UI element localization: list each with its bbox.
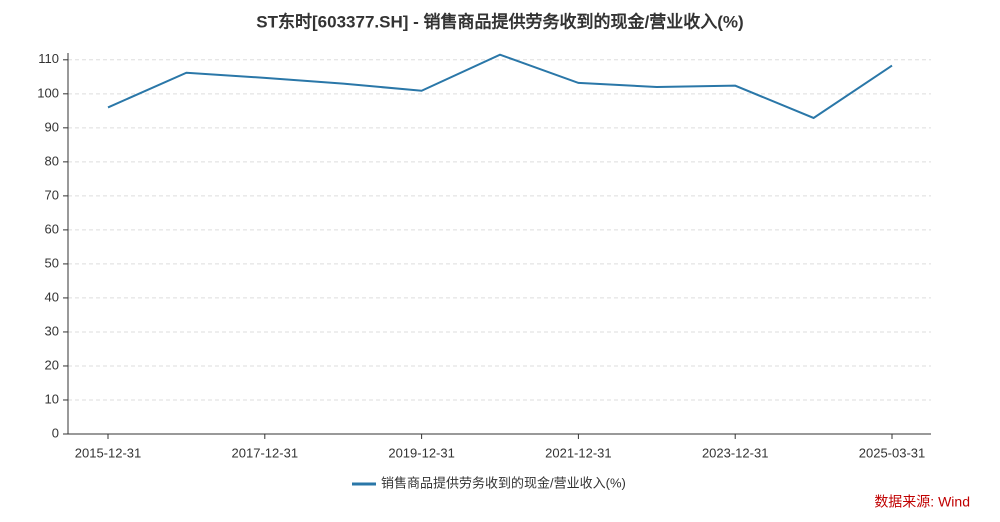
x-tick-label: 2023-12-31: [702, 445, 769, 460]
x-tick-label: 2025-03-31: [859, 445, 926, 460]
x-tick-label: 2019-12-31: [388, 445, 455, 460]
y-tick-label: 110: [38, 51, 59, 66]
y-tick-label: 0: [52, 425, 59, 440]
y-tick-label: 30: [45, 323, 59, 338]
legend-label: 销售商品提供劳务收到的现金/营业收入(%): [381, 475, 626, 490]
chart-title: ST东时[603377.SH] - 销售商品提供劳务收到的现金/营业收入(%): [256, 11, 743, 31]
y-tick-label: 20: [45, 357, 59, 372]
y-tick-label: 100: [37, 85, 59, 100]
x-tick-label: 2015-12-31: [75, 445, 142, 460]
y-tick-label: 10: [45, 391, 59, 406]
x-tick-label: 2017-12-31: [232, 445, 299, 460]
y-tick-label: 70: [45, 187, 59, 202]
x-tick-label: 2021-12-31: [545, 445, 612, 460]
source-note: 数据来源: Wind: [874, 494, 970, 510]
y-tick-label: 90: [45, 119, 59, 134]
y-tick-label: 60: [45, 221, 59, 236]
y-tick-label: 80: [45, 153, 59, 168]
y-tick-label: 40: [45, 289, 59, 304]
y-tick-label: 50: [45, 255, 59, 270]
data-line: [107, 53, 893, 120]
